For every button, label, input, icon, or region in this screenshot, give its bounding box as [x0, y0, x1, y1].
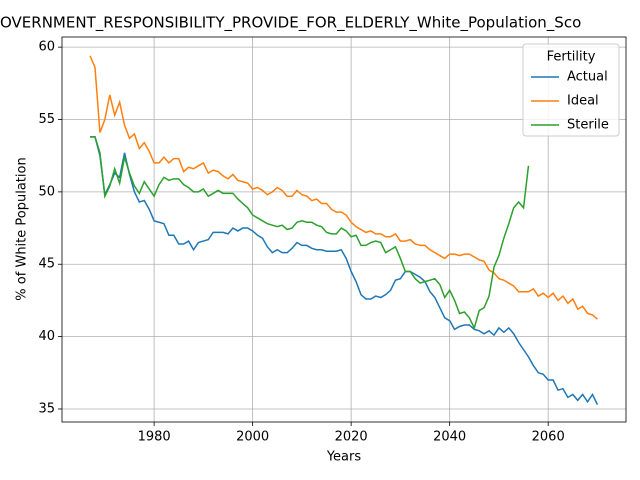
y-tick-label: 55 [38, 112, 55, 127]
x-tick-label: 2020 [335, 430, 368, 445]
x-axis-label: Years [326, 450, 362, 465]
legend-label: Ideal [567, 94, 599, 109]
series-line [90, 136, 530, 331]
y-tick-label: 60 [38, 40, 55, 55]
plot-frame [61, 36, 627, 423]
series-line [90, 136, 599, 405]
x-tick-label: 1980 [138, 430, 171, 445]
y-axis-label: % of White Population [15, 157, 30, 300]
legend-label: Actual [567, 70, 608, 85]
legend-box [522, 43, 620, 137]
series-line [89, 55, 598, 320]
y-tick-label: 35 [38, 401, 55, 416]
y-tick-label: 40 [38, 329, 55, 344]
chart-title: OVERNMENT_RESPONSIBILITY_PROVIDE_FOR_ELD… [0, 14, 581, 33]
x-tick-label: 2060 [532, 430, 565, 445]
y-tick-label: 50 [38, 184, 55, 199]
y-tick-label: 45 [38, 257, 55, 272]
legend-title: Fertility [547, 50, 596, 65]
x-tick-label: 2040 [433, 430, 466, 445]
x-tick-label: 2000 [236, 430, 269, 445]
legend-label: Sterile [567, 118, 609, 133]
